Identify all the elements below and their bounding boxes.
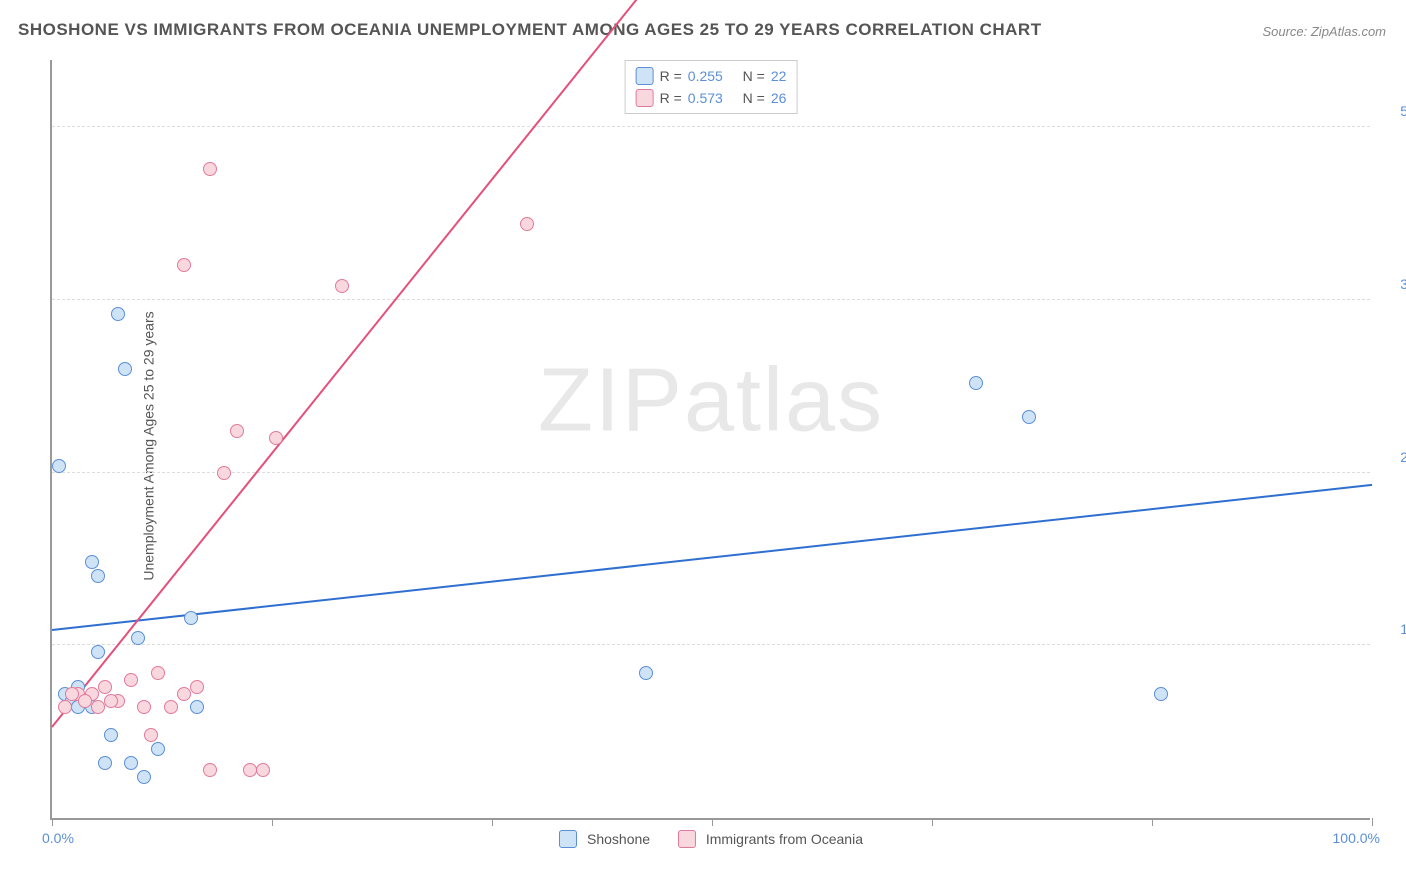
legend-row-shoshone: R = 0.255 N = 22 [636, 65, 787, 87]
legend-label-shoshone: Shoshone [587, 831, 650, 847]
data-point [85, 555, 99, 569]
y-tick-label: 37.5% [1380, 276, 1406, 292]
data-point [203, 763, 217, 777]
data-point [98, 756, 112, 770]
plot-area: ZIPatlas 12.5%25.0%37.5%50.0% 0.0% 100.0… [50, 60, 1370, 820]
n-value-shoshone: 22 [771, 68, 787, 84]
r-label: R = [660, 68, 682, 84]
x-tick [1152, 818, 1153, 826]
y-tick-label: 12.5% [1380, 621, 1406, 637]
x-tick [52, 818, 53, 826]
data-point [78, 694, 92, 708]
data-point [256, 763, 270, 777]
r-value-oceania: 0.573 [688, 90, 723, 106]
watermark-thin: atlas [684, 351, 884, 451]
legend-swatch-oceania [636, 89, 654, 107]
data-point [58, 700, 72, 714]
n-label: N = [743, 68, 765, 84]
gridline [52, 644, 1370, 645]
data-point [164, 700, 178, 714]
legend-swatch-oceania-bottom [678, 830, 696, 848]
data-point [151, 742, 165, 756]
r-value-shoshone: 0.255 [688, 68, 723, 84]
data-point [203, 162, 217, 176]
data-point [118, 362, 132, 376]
data-point [144, 728, 158, 742]
legend-swatch-shoshone-bottom [559, 830, 577, 848]
data-point [124, 756, 138, 770]
data-point [151, 666, 165, 680]
gridline [52, 299, 1370, 300]
data-point [230, 424, 244, 438]
data-point [124, 673, 138, 687]
data-point [190, 680, 204, 694]
r-label: R = [660, 90, 682, 106]
y-tick-label: 50.0% [1380, 103, 1406, 119]
data-point [65, 687, 79, 701]
data-point [969, 376, 983, 390]
data-point [269, 431, 283, 445]
x-tick [932, 818, 933, 826]
data-point [137, 770, 151, 784]
watermark-bold: ZIP [538, 351, 684, 451]
data-point [335, 279, 349, 293]
data-point [98, 680, 112, 694]
x-tick [712, 818, 713, 826]
data-point [104, 728, 118, 742]
watermark: ZIPatlas [538, 350, 884, 453]
data-point [177, 687, 191, 701]
data-point [91, 569, 105, 583]
data-point [184, 611, 198, 625]
x-tick [272, 818, 273, 826]
correlation-legend: R = 0.255 N = 22 R = 0.573 N = 26 [625, 60, 798, 114]
legend-label-oceania: Immigrants from Oceania [706, 831, 863, 847]
data-point [137, 700, 151, 714]
data-point [1154, 687, 1168, 701]
gridline [52, 126, 1370, 127]
data-point [190, 700, 204, 714]
n-value-oceania: 26 [771, 90, 787, 106]
data-point [52, 459, 66, 473]
chart-title: SHOSHONE VS IMMIGRANTS FROM OCEANIA UNEM… [18, 20, 1042, 40]
legend-row-oceania: R = 0.573 N = 26 [636, 87, 787, 109]
gridline [52, 472, 1370, 473]
data-point [1022, 410, 1036, 424]
data-point [243, 763, 257, 777]
data-point [91, 700, 105, 714]
data-point [91, 645, 105, 659]
data-point [177, 258, 191, 272]
x-tick [492, 818, 493, 826]
data-point [217, 466, 231, 480]
y-tick-label: 25.0% [1380, 449, 1406, 465]
data-point [111, 307, 125, 321]
data-point [520, 217, 534, 231]
data-point [131, 631, 145, 645]
source-label: Source: ZipAtlas.com [1262, 24, 1386, 39]
n-label: N = [743, 90, 765, 106]
x-tick [1372, 818, 1373, 826]
legend-swatch-shoshone [636, 67, 654, 85]
series-legend: Shoshone Immigrants from Oceania [559, 830, 863, 848]
x-axis-max-label: 100.0% [1333, 830, 1380, 846]
data-point [104, 694, 118, 708]
trendline [52, 484, 1372, 631]
x-axis-min-label: 0.0% [42, 830, 74, 846]
data-point [639, 666, 653, 680]
